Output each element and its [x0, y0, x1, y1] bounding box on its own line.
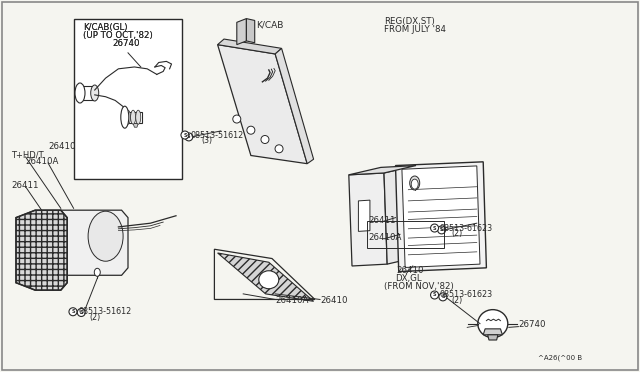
Text: T+HD/T: T+HD/T [12, 151, 44, 160]
Ellipse shape [131, 110, 136, 124]
Polygon shape [349, 173, 387, 266]
Polygon shape [218, 253, 314, 301]
Text: 08513-51612: 08513-51612 [190, 131, 243, 140]
Text: (FROM NOV,'82): (FROM NOV,'82) [384, 282, 454, 291]
Polygon shape [218, 45, 307, 164]
Text: 26410A: 26410A [275, 296, 308, 305]
Bar [74, 19, 182, 179]
Text: 26411: 26411 [12, 181, 39, 190]
Polygon shape [218, 39, 282, 54]
Text: S: S [440, 227, 444, 232]
Text: S: S [71, 309, 75, 314]
Polygon shape [396, 162, 486, 272]
Circle shape [69, 308, 77, 316]
Text: K/CAB: K/CAB [256, 21, 284, 30]
Text: 26411: 26411 [368, 216, 396, 225]
Text: REG(DX,ST): REG(DX,ST) [384, 17, 435, 26]
Text: 26410: 26410 [397, 266, 424, 275]
Ellipse shape [88, 211, 123, 261]
Circle shape [233, 115, 241, 123]
Polygon shape [133, 124, 138, 127]
Polygon shape [402, 166, 480, 267]
Polygon shape [80, 86, 95, 100]
Text: S: S [183, 132, 187, 138]
Text: 26410A: 26410A [368, 233, 401, 242]
Text: 26740: 26740 [112, 39, 140, 48]
Text: (UP TO OCT,'82): (UP TO OCT,'82) [83, 31, 153, 40]
Ellipse shape [75, 83, 85, 103]
Polygon shape [61, 210, 128, 283]
Ellipse shape [91, 85, 99, 101]
Polygon shape [358, 200, 370, 231]
Text: FROM JULY '84: FROM JULY '84 [384, 25, 446, 34]
Ellipse shape [94, 268, 100, 276]
Circle shape [439, 293, 447, 301]
Text: 26740: 26740 [112, 39, 140, 48]
Ellipse shape [121, 106, 129, 128]
Circle shape [275, 145, 283, 153]
Circle shape [438, 226, 445, 234]
Text: 26740: 26740 [518, 320, 546, 329]
Text: 08513-51612: 08513-51612 [78, 307, 131, 316]
Text: 26410A: 26410A [26, 157, 59, 166]
Text: S: S [433, 225, 436, 231]
Text: (2): (2) [451, 296, 463, 305]
Text: S: S [187, 134, 191, 140]
Circle shape [431, 291, 438, 299]
Text: 08513-61623: 08513-61623 [440, 224, 493, 232]
Circle shape [77, 308, 85, 317]
Text: K/CAB(GL): K/CAB(GL) [83, 23, 128, 32]
Text: (3): (3) [202, 136, 212, 145]
Circle shape [247, 126, 255, 134]
Circle shape [181, 131, 189, 139]
Polygon shape [275, 48, 314, 164]
Text: (2): (2) [451, 229, 463, 238]
Circle shape [261, 135, 269, 144]
Circle shape [185, 133, 193, 141]
Text: 26410: 26410 [320, 296, 348, 305]
Text: S: S [441, 294, 445, 299]
Polygon shape [125, 112, 142, 123]
Bar [367, 221, 444, 248]
Polygon shape [488, 335, 498, 340]
Ellipse shape [410, 176, 420, 190]
Circle shape [431, 224, 438, 232]
Text: S: S [79, 310, 83, 315]
Ellipse shape [136, 110, 141, 124]
Text: 26410: 26410 [48, 142, 76, 151]
Polygon shape [349, 166, 416, 175]
Text: DX,GL: DX,GL [396, 274, 422, 283]
Ellipse shape [412, 179, 418, 189]
Text: 08513-61623: 08513-61623 [440, 291, 493, 299]
Ellipse shape [125, 110, 131, 124]
Ellipse shape [478, 310, 508, 338]
Text: (UP TO OCT,'82): (UP TO OCT,'82) [83, 31, 153, 40]
Polygon shape [16, 210, 67, 290]
Text: (2): (2) [90, 313, 101, 322]
Ellipse shape [259, 271, 279, 289]
Polygon shape [384, 166, 419, 264]
Polygon shape [237, 19, 246, 45]
Text: ^A26(^00 B: ^A26(^00 B [538, 355, 582, 361]
Text: S: S [433, 292, 436, 298]
Polygon shape [246, 19, 255, 43]
Polygon shape [483, 329, 502, 335]
Text: K/CAB(GL): K/CAB(GL) [83, 23, 128, 32]
